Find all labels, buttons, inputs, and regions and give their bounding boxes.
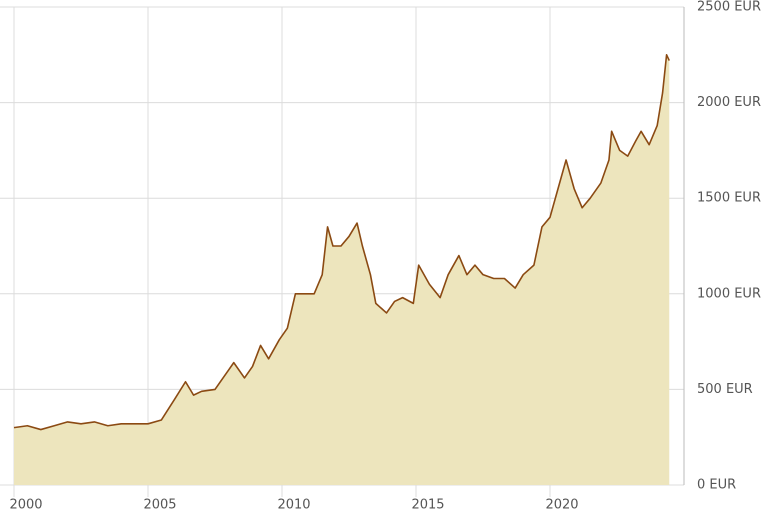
x-tick-label: 2015 [411, 498, 444, 513]
y-tick-label: 0 EUR [697, 478, 736, 493]
y-tick-label: 2500 EUR [697, 0, 761, 15]
y-tick-label: 1000 EUR [697, 286, 761, 301]
y-tick-label: 500 EUR [697, 382, 753, 397]
y-tick-label: 2000 EUR [697, 95, 761, 110]
x-tick-label: 2020 [545, 498, 578, 513]
area [14, 54, 670, 486]
y-tick-label: 1500 EUR [697, 191, 761, 206]
x-tick-label: 2005 [143, 498, 176, 513]
x-tick-label: 2010 [277, 498, 310, 513]
line [13, 54, 670, 431]
x-tick-label: 2000 [9, 498, 42, 513]
